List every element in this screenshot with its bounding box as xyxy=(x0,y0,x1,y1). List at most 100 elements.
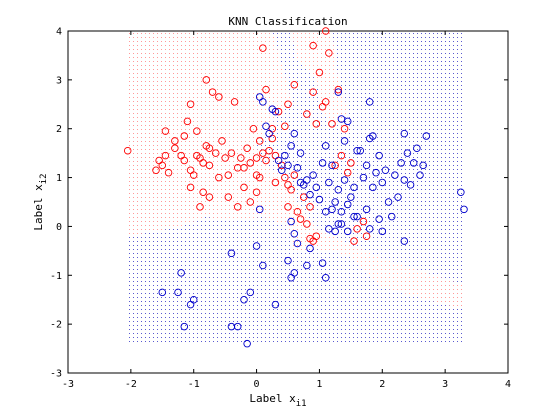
blue-class-point xyxy=(252,242,261,250)
blue-class-point xyxy=(375,151,383,160)
blue-class-point xyxy=(303,261,311,270)
red-class-point xyxy=(164,168,173,177)
blue-class-point xyxy=(255,205,264,214)
blue-class-point xyxy=(365,98,374,106)
blue-class-point xyxy=(343,200,352,209)
x-axis-ticks: -3 -2 -1 0 1 2 3 4 xyxy=(62,31,511,390)
red-class-point xyxy=(309,41,317,50)
red-class-point xyxy=(211,149,220,157)
red-class-point xyxy=(331,161,339,170)
blue-class-point xyxy=(334,186,343,194)
blue-class-point xyxy=(325,178,333,187)
blue-class-point xyxy=(419,161,427,170)
red-class-point xyxy=(224,171,233,179)
blue-class-point xyxy=(400,129,409,138)
blue-class-point xyxy=(259,261,267,270)
blue-class-point xyxy=(290,230,299,238)
red-class-point xyxy=(227,149,236,157)
red-class-point xyxy=(362,232,371,240)
blue-class-point xyxy=(240,295,248,304)
blue-class-point xyxy=(340,176,349,184)
red-class-point xyxy=(347,159,355,167)
red-class-point xyxy=(252,154,261,162)
red-class-point xyxy=(312,232,321,240)
blue-class-point xyxy=(227,249,236,258)
red-class-point xyxy=(262,156,270,165)
blue-class-point xyxy=(337,208,346,216)
red-class-point xyxy=(161,151,170,160)
red-class-point xyxy=(237,154,245,162)
red-class-point xyxy=(340,124,349,133)
blue-class-point xyxy=(227,322,236,331)
red-class-point xyxy=(265,146,273,155)
red-class-point xyxy=(328,120,336,128)
blue-class-point xyxy=(365,225,374,233)
red-class-point xyxy=(306,203,314,211)
x-axis-label: Label xi1 xyxy=(249,392,306,409)
red-class-point xyxy=(325,49,333,57)
red-class-point xyxy=(218,137,226,145)
red-class-point xyxy=(309,88,317,96)
blue-class-point xyxy=(312,183,321,192)
blue-class-point xyxy=(378,227,387,236)
blue-class-point xyxy=(372,168,380,177)
red-class-point xyxy=(205,161,214,170)
y-tick-label: -3 xyxy=(50,369,62,380)
blue-class-point xyxy=(186,300,195,309)
red-class-point xyxy=(243,144,251,153)
red-class-point xyxy=(123,146,132,155)
blue-class-point xyxy=(287,217,295,226)
blue-class-point xyxy=(334,88,343,96)
blue-class-point xyxy=(378,178,387,187)
blue-class-point xyxy=(343,117,352,126)
blue-class-point xyxy=(356,146,365,155)
red-class-point xyxy=(152,166,160,174)
blue-class-point xyxy=(262,122,270,131)
blue-class-point xyxy=(306,190,314,199)
x-tick-label: 4 xyxy=(505,379,511,390)
blue-class-point xyxy=(350,183,358,192)
blue-class-point xyxy=(306,244,314,253)
red-class-point xyxy=(321,27,330,35)
red-class-point xyxy=(262,85,270,94)
x-tick-label: 2 xyxy=(379,379,385,390)
red-class-point xyxy=(255,137,264,145)
red-class-point xyxy=(183,117,192,126)
red-class-point xyxy=(233,203,242,211)
blue-class-point xyxy=(400,176,409,184)
blue-class-point xyxy=(321,142,330,150)
blue-class-point xyxy=(265,129,273,138)
red-class-point xyxy=(281,173,289,182)
x-tick-label: 1 xyxy=(316,379,322,390)
blue-class-point xyxy=(343,227,352,236)
blue-class-point xyxy=(369,132,377,140)
red-class-point xyxy=(215,173,223,182)
red-class-point xyxy=(274,107,283,116)
y-tick-label: 3 xyxy=(56,75,62,86)
blue-class-point xyxy=(347,193,355,201)
plot-frame xyxy=(67,30,509,374)
red-class-point xyxy=(246,159,255,167)
blue-class-point xyxy=(158,288,167,297)
decision-regions xyxy=(127,31,464,344)
y-tick-label: 1 xyxy=(56,173,62,184)
red-class-point xyxy=(158,161,167,170)
red-class-point xyxy=(205,144,214,153)
blue-class-point xyxy=(296,178,305,187)
red-class-point xyxy=(196,203,204,211)
red-class-point xyxy=(281,122,289,131)
blue-class-point xyxy=(271,107,280,116)
red-class-point xyxy=(296,215,305,223)
blue-class-point xyxy=(369,183,377,192)
blue-class-point xyxy=(303,176,311,184)
x-tick-label: -1 xyxy=(188,379,200,390)
chart-title: KNN Classification xyxy=(228,15,347,28)
blue-class-point xyxy=(243,339,251,348)
blue-class-point xyxy=(334,220,343,228)
y-tick-label: -2 xyxy=(50,320,62,331)
blue-class-point xyxy=(362,161,371,170)
red-class-point xyxy=(186,100,195,109)
red-class-point xyxy=(284,203,292,211)
blue-class-point xyxy=(353,146,361,155)
